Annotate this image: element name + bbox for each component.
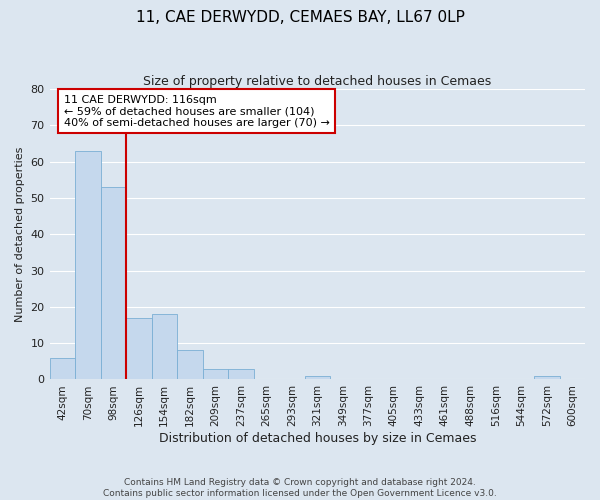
Bar bbox=[101, 187, 126, 380]
Text: Contains HM Land Registry data © Crown copyright and database right 2024.
Contai: Contains HM Land Registry data © Crown c… bbox=[103, 478, 497, 498]
Bar bbox=[177, 350, 203, 380]
Bar bbox=[305, 376, 330, 380]
Bar bbox=[152, 314, 177, 380]
Bar bbox=[203, 368, 228, 380]
Y-axis label: Number of detached properties: Number of detached properties bbox=[15, 146, 25, 322]
Bar bbox=[126, 318, 152, 380]
Text: 11, CAE DERWYDD, CEMAES BAY, LL67 0LP: 11, CAE DERWYDD, CEMAES BAY, LL67 0LP bbox=[136, 10, 464, 25]
Bar bbox=[228, 368, 254, 380]
Text: 11 CAE DERWYDD: 116sqm
← 59% of detached houses are smaller (104)
40% of semi-de: 11 CAE DERWYDD: 116sqm ← 59% of detached… bbox=[64, 94, 329, 128]
Bar bbox=[534, 376, 560, 380]
Title: Size of property relative to detached houses in Cemaes: Size of property relative to detached ho… bbox=[143, 75, 491, 88]
X-axis label: Distribution of detached houses by size in Cemaes: Distribution of detached houses by size … bbox=[158, 432, 476, 445]
Bar bbox=[50, 358, 75, 380]
Bar bbox=[75, 151, 101, 380]
